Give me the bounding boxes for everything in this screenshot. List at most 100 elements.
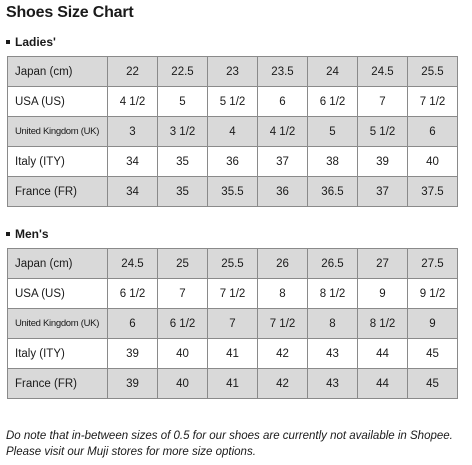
size-cell: 27.5	[407, 248, 458, 279]
size-cell: 36.5	[307, 176, 358, 207]
size-cell: 7	[157, 278, 208, 309]
size-cell: 27	[357, 248, 408, 279]
size-cell: 24	[307, 56, 358, 87]
size-cell: 3 1/2	[157, 116, 208, 147]
size-cell: 6 1/2	[157, 308, 208, 339]
row-header: Italy (ITY)	[7, 146, 108, 177]
size-cell: 39	[107, 368, 158, 399]
row-header: United Kingdom (UK)	[7, 308, 108, 339]
row-header: France (FR)	[7, 176, 108, 207]
table-row: Italy (ITY) 34 35 36 37 38 39 40	[7, 146, 458, 177]
size-cell: 7	[357, 86, 408, 117]
size-cell: 23.5	[257, 56, 308, 87]
table-row: France (FR) 39 40 41 42 43 44 45	[7, 368, 458, 399]
size-cell: 41	[207, 338, 258, 369]
size-cell: 6 1/2	[307, 86, 358, 117]
size-cell: 26.5	[307, 248, 358, 279]
size-cell: 35	[157, 146, 208, 177]
size-cell: 34	[107, 146, 158, 177]
size-cell: 24.5	[357, 56, 408, 87]
size-cell: 24.5	[107, 248, 158, 279]
size-cell: 35.5	[207, 176, 258, 207]
mens-label-text: Men's	[15, 227, 49, 241]
table-row: United Kingdom (UK) 3 3 1/2 4 4 1/2 5 5 1/2 6	[7, 116, 458, 147]
availability-note: Do note that in-between sizes of 0.5 for…	[6, 428, 472, 460]
row-header: USA (US)	[7, 86, 108, 117]
size-cell: 9 1/2	[407, 278, 458, 309]
size-cell: 44	[357, 368, 408, 399]
size-cell: 43	[307, 368, 358, 399]
bullet-icon	[6, 231, 10, 236]
size-cell: 42	[257, 338, 308, 369]
size-cell: 37.5	[407, 176, 458, 207]
size-cell: 6	[107, 308, 158, 339]
size-cell: 39	[107, 338, 158, 369]
size-cell: 4 1/2	[107, 86, 158, 117]
size-cell: 5	[157, 86, 208, 117]
mens-size-table: Japan (cm) 24.5 25 25.5 26 26.5 27 27.5 USA (US)…	[7, 248, 458, 399]
row-header: France (FR)	[7, 368, 108, 399]
table-row: United Kingdom (UK) 6 6 1/2 7 7 1/2 8 8 1/2 9	[7, 308, 458, 339]
table-row: USA (US) 6 1/2 7 7 1/2 8 8 1/2 9 9 1/2	[7, 278, 458, 309]
size-cell: 26	[257, 248, 308, 279]
size-cell: 25.5	[407, 56, 458, 87]
size-cell: 9	[407, 308, 458, 339]
size-cell: 37	[257, 146, 308, 177]
row-header: Japan (cm)	[7, 56, 108, 87]
size-cell: 37	[357, 176, 408, 207]
row-header: Japan (cm)	[7, 248, 108, 279]
size-cell: 7 1/2	[257, 308, 308, 339]
size-cell: 41	[207, 368, 258, 399]
size-cell: 40	[157, 338, 208, 369]
size-cell: 7 1/2	[407, 86, 458, 117]
size-cell: 25.5	[207, 248, 258, 279]
size-cell: 6	[407, 116, 458, 147]
size-cell: 44	[357, 338, 408, 369]
table-row: Japan (cm) 24.5 25 25.5 26 26.5 27 27.5	[7, 248, 458, 279]
size-cell: 40	[407, 146, 458, 177]
size-cell: 4	[207, 116, 258, 147]
size-cell: 5 1/2	[357, 116, 408, 147]
row-header: Italy (ITY)	[7, 338, 108, 369]
ladies-label-text: Ladies'	[15, 35, 56, 49]
size-cell: 25	[157, 248, 208, 279]
size-cell: 22.5	[157, 56, 208, 87]
table-row: Japan (cm) 22 22.5 23 23.5 24 24.5 25.5	[7, 56, 458, 87]
size-cell: 5	[307, 116, 358, 147]
size-cell: 5 1/2	[207, 86, 258, 117]
size-cell: 8 1/2	[307, 278, 358, 309]
size-cell: 8 1/2	[357, 308, 408, 339]
mens-section-label: Men's	[6, 227, 49, 241]
size-cell: 39	[357, 146, 408, 177]
table-row: Italy (ITY) 39 40 41 42 43 44 45	[7, 338, 458, 369]
size-cell: 45	[407, 368, 458, 399]
size-cell: 7	[207, 308, 258, 339]
note-line-1: Do note that in-between sizes of 0.5 for…	[6, 430, 453, 442]
size-cell: 23	[207, 56, 258, 87]
bullet-icon	[6, 39, 10, 44]
size-cell: 35	[157, 176, 208, 207]
row-header: USA (US)	[7, 278, 108, 309]
note-line-2: Please visit our Muji stores for more si…	[6, 446, 256, 458]
size-cell: 22	[107, 56, 158, 87]
size-cell: 38	[307, 146, 358, 177]
size-cell: 9	[357, 278, 408, 309]
size-cell: 6 1/2	[107, 278, 158, 309]
size-cell: 36	[257, 176, 308, 207]
ladies-section-label: Ladies'	[6, 35, 56, 49]
size-cell: 6	[257, 86, 308, 117]
size-cell: 7 1/2	[207, 278, 258, 309]
size-cell: 40	[157, 368, 208, 399]
size-cell: 8	[257, 278, 308, 309]
size-cell: 3	[107, 116, 158, 147]
table-row: USA (US) 4 1/2 5 5 1/2 6 6 1/2 7 7 1/2	[7, 86, 458, 117]
size-cell: 42	[257, 368, 308, 399]
table-row: France (FR) 34 35 35.5 36 36.5 37 37.5	[7, 176, 458, 207]
size-cell: 34	[107, 176, 158, 207]
size-cell: 8	[307, 308, 358, 339]
size-cell: 36	[207, 146, 258, 177]
size-cell: 43	[307, 338, 358, 369]
size-cell: 4 1/2	[257, 116, 308, 147]
page-title: Shoes Size Chart	[6, 4, 134, 21]
size-cell: 45	[407, 338, 458, 369]
